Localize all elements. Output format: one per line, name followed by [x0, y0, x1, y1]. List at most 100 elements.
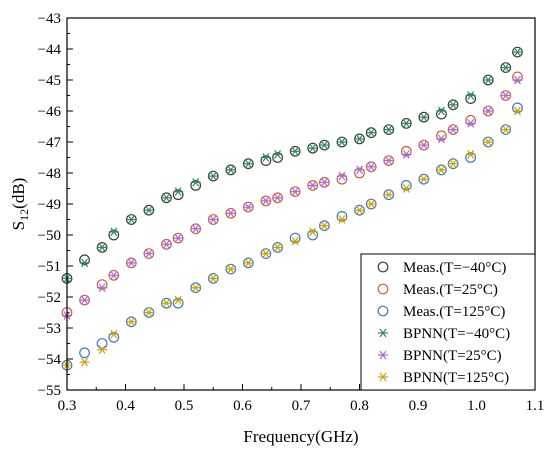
star-point — [354, 205, 365, 215]
star-point — [383, 156, 394, 165]
circle-point — [108, 229, 120, 241]
legend-circle-marker — [377, 305, 389, 317]
star-point — [272, 150, 283, 159]
series-bpnn-t-125-c — [62, 106, 523, 370]
star-point — [483, 106, 494, 116]
y-tick-label: −49 — [38, 197, 61, 213]
circle-point — [289, 232, 301, 244]
legend-label: Meas.(T=−40°C) — [403, 260, 506, 276]
legend-star-marker — [378, 350, 388, 360]
star-point — [465, 150, 476, 159]
x-axis-title: Frequency(GHz) — [243, 427, 358, 446]
x-tick-label: 1.0 — [467, 398, 486, 414]
x-tick-label: 0.4 — [116, 398, 135, 414]
star-point — [208, 171, 219, 181]
star-point — [290, 146, 301, 156]
legend-circle-marker — [377, 261, 389, 273]
legend-label: BPNN(T=−40°C) — [403, 326, 510, 342]
star-point — [512, 75, 523, 85]
star-point — [290, 187, 301, 196]
y-axis-title-subscript: 12 — [17, 209, 31, 221]
star-point — [108, 227, 119, 237]
star-point — [483, 75, 494, 85]
star-point — [126, 258, 137, 268]
star-point — [436, 134, 447, 144]
y-tick-label: −43 — [38, 11, 61, 27]
y-tick-label: −45 — [38, 73, 61, 89]
star-point — [307, 143, 318, 153]
star-point — [401, 184, 412, 193]
y-tick-label: −51 — [38, 259, 61, 275]
y-tick-label: −52 — [38, 290, 61, 306]
star-point — [243, 159, 254, 169]
star-point — [500, 125, 511, 134]
star-point — [143, 308, 154, 317]
circle-point — [512, 71, 523, 83]
star-point — [418, 140, 429, 150]
star-point — [225, 208, 236, 218]
legend-item: Meas.(T=−40°C) — [377, 260, 506, 276]
star-point — [260, 196, 271, 206]
star-point — [366, 128, 377, 138]
legend-items: Meas.(T=−40°C) Meas.(T=25°C) Meas.(T=125°C… — [377, 260, 510, 386]
star-point — [319, 177, 330, 187]
star-point — [418, 112, 429, 122]
circle-point — [79, 347, 90, 359]
star-point — [225, 264, 236, 274]
circle-point — [190, 179, 202, 191]
star-point — [366, 199, 377, 209]
star-point — [512, 106, 523, 116]
legend-item: Meas.(T=25°C) — [377, 282, 498, 298]
circle-point — [96, 338, 108, 349]
legend-box — [360, 253, 536, 391]
star-point — [126, 317, 137, 327]
star-point — [336, 171, 347, 181]
star-point — [319, 221, 330, 231]
star-point — [448, 159, 459, 169]
circle-point — [400, 145, 412, 157]
y-tick-label: −55 — [38, 383, 61, 399]
y-tick-label: −44 — [38, 42, 62, 58]
star-point — [173, 233, 184, 243]
circle-point — [400, 179, 412, 191]
y-tick-label: −47 — [38, 135, 62, 151]
x-tick-label: 0.6 — [233, 398, 252, 414]
star-point — [465, 91, 476, 100]
star-point — [483, 137, 494, 147]
star-point — [97, 243, 108, 252]
star-point — [173, 187, 184, 196]
circle-point — [96, 279, 108, 291]
star-point — [161, 298, 172, 308]
star-point — [208, 274, 219, 283]
star-point — [79, 357, 90, 367]
y-tick-label: −48 — [38, 166, 61, 182]
star-point — [190, 177, 201, 187]
star-point — [161, 193, 172, 203]
star-point — [97, 283, 108, 293]
star-point — [225, 165, 236, 175]
legend-label: BPNN(T=125°C) — [403, 370, 509, 386]
x-tick-label: 0.5 — [175, 398, 194, 414]
legend-label: Meas.(T=125°C) — [403, 304, 505, 320]
star-point — [143, 205, 154, 215]
legend-star-marker — [378, 328, 388, 338]
y-axis-title: S12(dB) — [9, 178, 31, 231]
star-point — [319, 140, 330, 150]
star-point — [418, 174, 429, 184]
circle-point — [354, 167, 365, 179]
star-point — [190, 283, 201, 293]
series-bpnn-t-40-c — [62, 47, 523, 283]
circle-point — [336, 210, 348, 222]
x-tick-label: 0.7 — [292, 398, 311, 414]
star-point — [336, 215, 347, 224]
circle-point — [172, 189, 184, 201]
star-point — [208, 215, 219, 224]
star-point — [366, 162, 377, 172]
legend-item: BPNN(T=125°C) — [378, 370, 509, 386]
circle-point — [108, 331, 120, 343]
y-axis-title-main: S — [9, 221, 28, 230]
star-point — [500, 63, 511, 72]
star-point — [436, 106, 447, 116]
star-point — [448, 100, 459, 110]
y-tick-label: −46 — [38, 104, 62, 120]
